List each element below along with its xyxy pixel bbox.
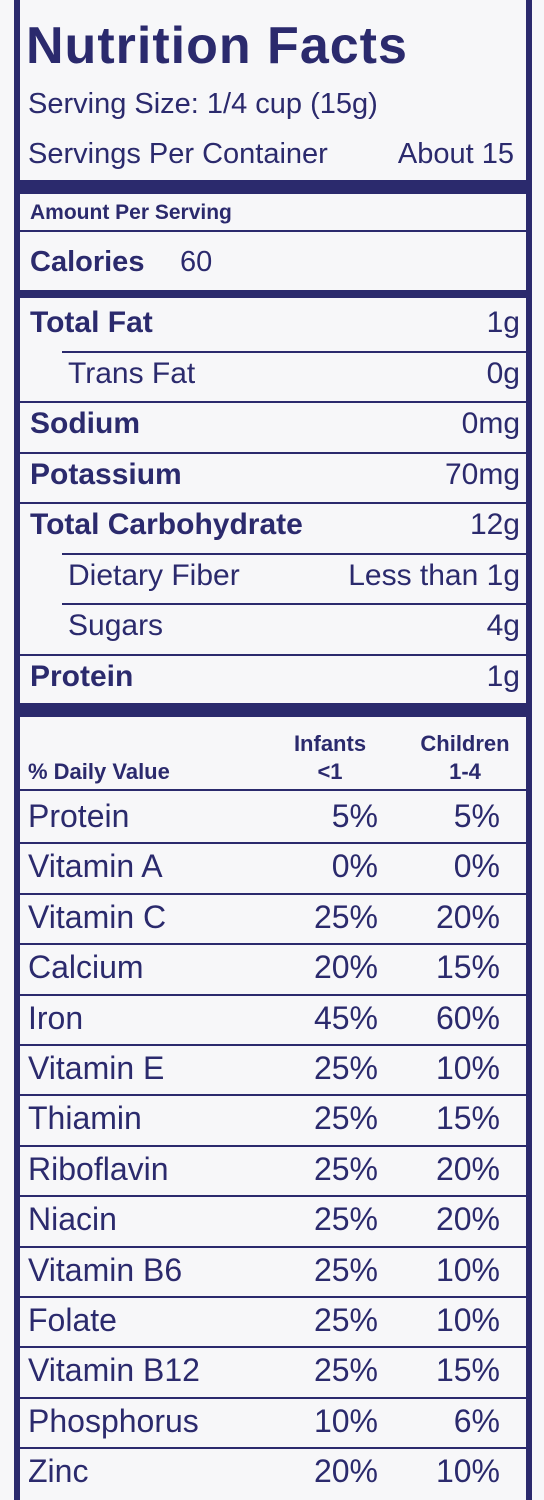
rule (20, 1144, 526, 1147)
children-value: 60% (435, 999, 500, 1036)
vitamin-name: Phosphorus (28, 1402, 199, 1439)
rule (20, 1396, 526, 1399)
children-value: 5% (453, 798, 500, 834)
vitamin-name: Folate (28, 1302, 117, 1338)
rule (20, 789, 526, 791)
children-value: 15% (435, 1100, 500, 1137)
nutrient-name: Total Carbohydrate (30, 508, 303, 541)
infants-value: 20% (313, 949, 378, 986)
children-value: 6% (453, 1402, 500, 1439)
children-value: 10% (435, 1050, 500, 1086)
infants-value: 25% (313, 1150, 378, 1187)
servings-per-container: Servings Per Container (28, 138, 328, 170)
nutrient-name: Potassium (30, 457, 182, 491)
rule (20, 401, 526, 403)
nutrient-value: 0mg (461, 407, 520, 440)
nutrient-value: 4g (486, 609, 520, 642)
vitamin-name: Vitamin E (28, 1050, 165, 1086)
vitamin-name: Protein (28, 798, 130, 834)
vitamin-name: Riboflavin (28, 1150, 169, 1187)
children-value: 10% (435, 1453, 500, 1490)
rule (20, 502, 526, 504)
children-value: 20% (435, 1150, 500, 1187)
infants-value: 5% (331, 798, 378, 834)
vitamin-name: Vitamin A (28, 848, 163, 885)
rule (62, 552, 526, 555)
rule (20, 892, 526, 895)
nutrient-name: Protein (30, 659, 134, 693)
nutrient-value: 12g (469, 508, 520, 541)
thick-rule (20, 703, 526, 717)
border-left (14, 0, 20, 1500)
children-value: 10% (435, 1302, 500, 1338)
calories-value: 60 (180, 246, 213, 278)
col-bottom: 1-4 (449, 759, 481, 784)
infants-value: 10% (313, 1402, 378, 1439)
vitamin-name: Zinc (28, 1453, 89, 1490)
vitamin-name: Niacin (28, 1201, 117, 1238)
infants-value: 45% (313, 999, 378, 1036)
rule (62, 603, 526, 605)
rule (20, 1195, 526, 1198)
nutrient-name: Sodium (30, 407, 140, 440)
daily-value-label: % Daily Value (28, 759, 170, 784)
children-value: 15% (435, 1352, 500, 1389)
rule (20, 653, 526, 656)
medium-rule (20, 290, 526, 298)
vitamin-name: Calcium (28, 949, 144, 986)
rule (20, 993, 526, 996)
infants-value: 25% (313, 1100, 378, 1137)
nutrient-name: Dietary Fiber (68, 558, 240, 592)
nutrient-value: 1g (486, 306, 520, 339)
rule (20, 842, 526, 845)
infants-value: 20% (313, 1453, 378, 1490)
calories-label: Calories (30, 246, 145, 278)
vitamin-name: Vitamin B6 (28, 1251, 183, 1288)
nutrient-name: Sugars (68, 609, 164, 642)
infants-value: 25% (313, 1251, 378, 1288)
infants-value: 25% (313, 1050, 378, 1086)
infants-value: 25% (313, 1201, 378, 1238)
vitamin-name: Vitamin C (28, 898, 167, 935)
serving-size: Serving Size: 1/4 cup (15g) (28, 88, 378, 120)
rule (20, 451, 526, 454)
title: Nutrition Facts (26, 17, 408, 75)
nutrient-name: Trans Fat (68, 356, 196, 390)
infants-value: 25% (313, 1302, 378, 1338)
vitamin-name: Iron (28, 999, 84, 1036)
nutrient-name: Total Fat (30, 306, 153, 339)
rule (20, 230, 526, 232)
rule (20, 1346, 526, 1349)
nutrient-value: Less than 1g (348, 558, 520, 592)
col-top: Children (420, 731, 510, 756)
rule (20, 1044, 526, 1046)
rule (62, 350, 526, 353)
children-value: 15% (435, 949, 500, 986)
infants-value: 25% (313, 1352, 378, 1389)
rule (20, 1447, 526, 1450)
rule (20, 1296, 526, 1298)
vitamin-name: Thiamin (28, 1100, 142, 1137)
nutrient-value: 0g (486, 356, 520, 390)
rule (20, 1094, 526, 1097)
rule (20, 1245, 526, 1248)
infants-value: 25% (313, 898, 378, 935)
servings-value: About 15 (397, 138, 514, 170)
amount-per-serving: Amount Per Serving (30, 201, 232, 224)
children-value: 10% (435, 1251, 500, 1288)
vitamin-name: Vitamin B12 (28, 1352, 200, 1389)
children-value: 20% (435, 898, 500, 935)
infants-value: 0% (331, 848, 378, 885)
thick-rule (20, 180, 526, 194)
nutrient-value: 70mg (444, 457, 520, 491)
col-top: Infants (293, 731, 367, 756)
border-right (526, 0, 532, 1500)
rule (20, 943, 526, 946)
col-bottom: <1 (317, 759, 343, 784)
nutrient-value: 1g (486, 659, 520, 693)
children-value: 20% (435, 1201, 500, 1238)
children-value: 0% (453, 848, 500, 885)
